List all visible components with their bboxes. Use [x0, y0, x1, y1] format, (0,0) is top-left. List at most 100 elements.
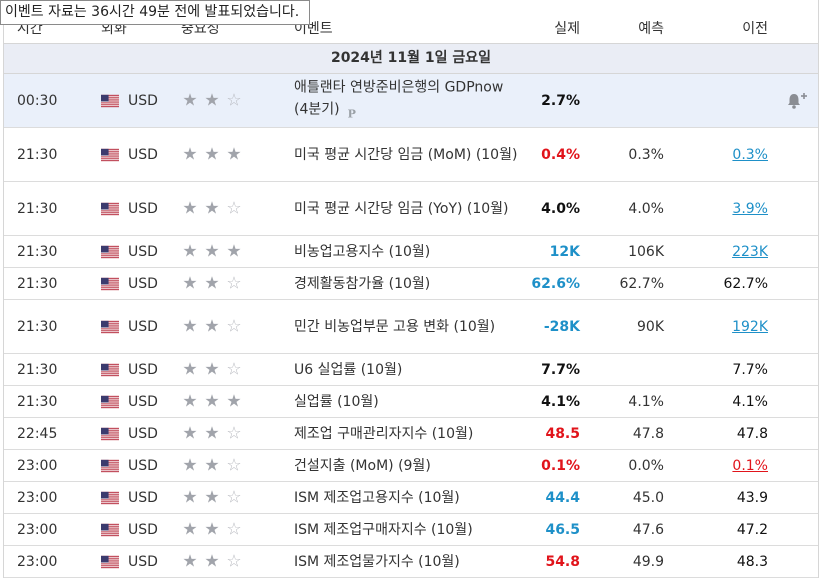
importance-stars: ★ ★ ☆ [181, 361, 243, 378]
table-row[interactable]: 21:30 USD ★ ★ ☆ U6 실업률 (10월) 7.7% 7.7% [4, 354, 818, 386]
event-name[interactable]: 제조업 구매관리자지수 (10월) [294, 425, 474, 442]
event-name[interactable]: 미국 평균 시간당 임금 (MoM) (10월) [294, 146, 518, 163]
star-filled-icon: ★ [182, 391, 198, 411]
header-forecast[interactable]: 예측 [638, 21, 664, 37]
event-currency: USD [128, 146, 158, 163]
event-name[interactable]: 실업률 (10월) [294, 393, 379, 410]
star-filled-icon: ★ [204, 241, 220, 261]
importance-stars: ★ ★ ☆ [181, 457, 243, 474]
event-previous[interactable]: 223K [732, 243, 768, 260]
event-actual: 46.5 [545, 521, 580, 538]
table-row[interactable]: 22:45 USD ★ ★ ☆ 제조업 구매관리자지수 (10월) 48.5 47.… [4, 418, 818, 450]
event-name[interactable]: U6 실업률 (10월) [294, 361, 403, 378]
star-filled-icon: ★ [182, 359, 198, 379]
event-name[interactable]: ISM 제조업물가지수 (10월) [294, 553, 460, 570]
star-filled-icon: ★ [182, 487, 198, 507]
event-forecast: 0.3% [628, 146, 664, 163]
table-row[interactable]: 21:30 USD ★ ★ ★ 실업률 (10월) 4.1% 4.1% 4.1% [4, 386, 818, 418]
importance-stars: ★ ★ ☆ [181, 200, 243, 217]
event-previous: 47.8 [736, 425, 768, 442]
event-name[interactable]: 민간 비농업부문 고용 변화 (10월) [294, 318, 496, 335]
event-actual: 54.8 [545, 553, 580, 570]
event-name[interactable]: 경제활동참가율 (10월) [294, 275, 431, 292]
event-name-link[interactable]: 제조업 구매관리자지수 (10월) [294, 423, 519, 445]
header-importance[interactable]: 중요성 [181, 21, 220, 37]
us-flag-icon [101, 427, 119, 440]
star-filled-icon: ★ [182, 455, 198, 475]
table-row[interactable]: 21:30 USD ★ ★ ☆ 경제활동참가율 (10월) 62.6% 62.7% … [4, 268, 818, 300]
table-row[interactable]: 23:00 USD ★ ★ ☆ ISM 제조업물가지수 (10월) 54.8 49.… [4, 546, 818, 578]
event-forecast: 4.0% [628, 200, 664, 217]
event-name-link[interactable]: 실업률 (10월) [294, 391, 519, 413]
preliminary-badge: P [347, 107, 356, 120]
event-name[interactable]: ISM 제조업고용지수 (10월) [294, 489, 460, 506]
event-previous[interactable]: 3.9% [732, 200, 768, 217]
us-flag-icon [101, 94, 119, 107]
table-row[interactable]: 00:30 USD ★ ★ ☆ 애틀랜타 연방준비은행의 GDPnow (4분기) P… [4, 74, 818, 128]
table-row[interactable]: 23:00 USD ★ ★ ☆ ISM 제조업구매자지수 (10월) 46.5 47… [4, 514, 818, 546]
event-currency: USD [128, 318, 158, 335]
bell-plus-icon[interactable] [786, 92, 808, 110]
economic-calendar: 시간 외화 중요성 이벤트 실제 예측 이전 2024년 11월 1일 금요일 … [3, 0, 819, 578]
event-name[interactable]: 미국 평균 시간당 임금 (YoY) (10월) [294, 200, 509, 217]
header-time[interactable]: 시간 [17, 21, 43, 37]
event-name[interactable]: 비농업고용지수 (10월) [294, 243, 431, 260]
star-filled-icon: ★ [226, 144, 242, 164]
event-forecast: 106K [628, 243, 664, 260]
release-tooltip: 이벤트 자료는 36시간 49분 전에 발표되었습니다. [0, 0, 311, 25]
star-filled-icon: ★ [204, 551, 220, 571]
header-actual[interactable]: 실제 [554, 21, 580, 37]
event-name-link[interactable]: 비농업고용지수 (10월) [294, 241, 519, 263]
table-row[interactable]: 21:30 USD ★ ★ ☆ 민간 비농업부문 고용 변화 (10월) -28K … [4, 300, 818, 354]
table-row[interactable]: 21:30 USD ★ ★ ★ 미국 평균 시간당 임금 (MoM) (10월) 0… [4, 128, 818, 182]
table-row[interactable]: 23:00 USD ★ ★ ☆ ISM 제조업고용지수 (10월) 44.4 45.… [4, 482, 818, 514]
event-name-link[interactable]: 경제활동참가율 (10월) [294, 273, 519, 295]
event-currency: USD [128, 200, 158, 217]
event-previous[interactable]: 0.1% [732, 457, 768, 474]
star-filled-icon: ★ [204, 316, 220, 336]
table-row[interactable]: 21:30 USD ★ ★ ☆ 미국 평균 시간당 임금 (YoY) (10월) 4… [4, 182, 818, 236]
us-flag-icon [101, 320, 119, 333]
event-time: 21:30 [17, 361, 58, 378]
event-forecast: 4.1% [628, 393, 664, 410]
table-row[interactable]: 21:30 USD ★ ★ ★ 비농업고용지수 (10월) 12K 106K 223… [4, 236, 818, 268]
event-currency: USD [128, 425, 158, 442]
event-name[interactable]: 애틀랜타 연방준비은행의 GDPnow (4분기) [294, 79, 504, 117]
event-forecast: 45.0 [632, 489, 664, 506]
importance-stars: ★ ★ ☆ [181, 425, 243, 442]
us-flag-icon [101, 202, 119, 215]
star-filled-icon: ★ [182, 273, 198, 293]
event-actual: 4.1% [541, 393, 580, 410]
header-event[interactable]: 이벤트 [294, 21, 333, 37]
header-previous[interactable]: 이전 [742, 21, 768, 37]
event-previous[interactable]: 0.3% [732, 146, 768, 163]
table-row[interactable]: 23:00 USD ★ ★ ☆ 건설지출 (MoM) (9월) 0.1% 0.0% … [4, 450, 818, 482]
star-filled-icon: ★ [204, 391, 220, 411]
star-filled-icon: ★ [226, 391, 242, 411]
event-currency: USD [128, 489, 158, 506]
star-empty-icon: ☆ [226, 316, 242, 336]
event-name-link[interactable]: 미국 평균 시간당 임금 (YoY) (10월) [294, 198, 519, 220]
event-name-link[interactable]: U6 실업률 (10월) [294, 359, 519, 381]
event-name-link[interactable]: 미국 평균 시간당 임금 (MoM) (10월) [294, 144, 519, 166]
header-currency[interactable]: 외화 [101, 21, 127, 37]
event-actual: 0.1% [541, 457, 580, 474]
importance-stars: ★ ★ ★ [181, 393, 243, 410]
event-name-link[interactable]: 민간 비농업부문 고용 변화 (10월) [294, 316, 519, 338]
event-name[interactable]: ISM 제조업구매자지수 (10월) [294, 521, 473, 538]
event-name-link[interactable]: ISM 제조업구매자지수 (10월) [294, 519, 519, 541]
event-time: 00:30 [17, 92, 58, 109]
event-name-link[interactable]: ISM 제조업물가지수 (10월) [294, 551, 519, 573]
event-actual: 48.5 [545, 425, 580, 442]
event-name-link[interactable]: ISM 제조업고용지수 (10월) [294, 487, 519, 509]
event-name-link[interactable]: 애틀랜타 연방준비은행의 GDPnow (4분기) P [294, 76, 519, 125]
event-name[interactable]: 건설지출 (MoM) (9월) [294, 457, 431, 474]
importance-stars: ★ ★ ☆ [181, 92, 243, 109]
star-filled-icon: ★ [204, 487, 220, 507]
event-name-link[interactable]: 건설지출 (MoM) (9월) [294, 455, 519, 477]
star-filled-icon: ★ [182, 144, 198, 164]
event-currency: USD [128, 521, 158, 538]
event-previous[interactable]: 192K [732, 318, 768, 335]
star-filled-icon: ★ [204, 519, 220, 539]
event-actual: 0.4% [541, 146, 580, 163]
